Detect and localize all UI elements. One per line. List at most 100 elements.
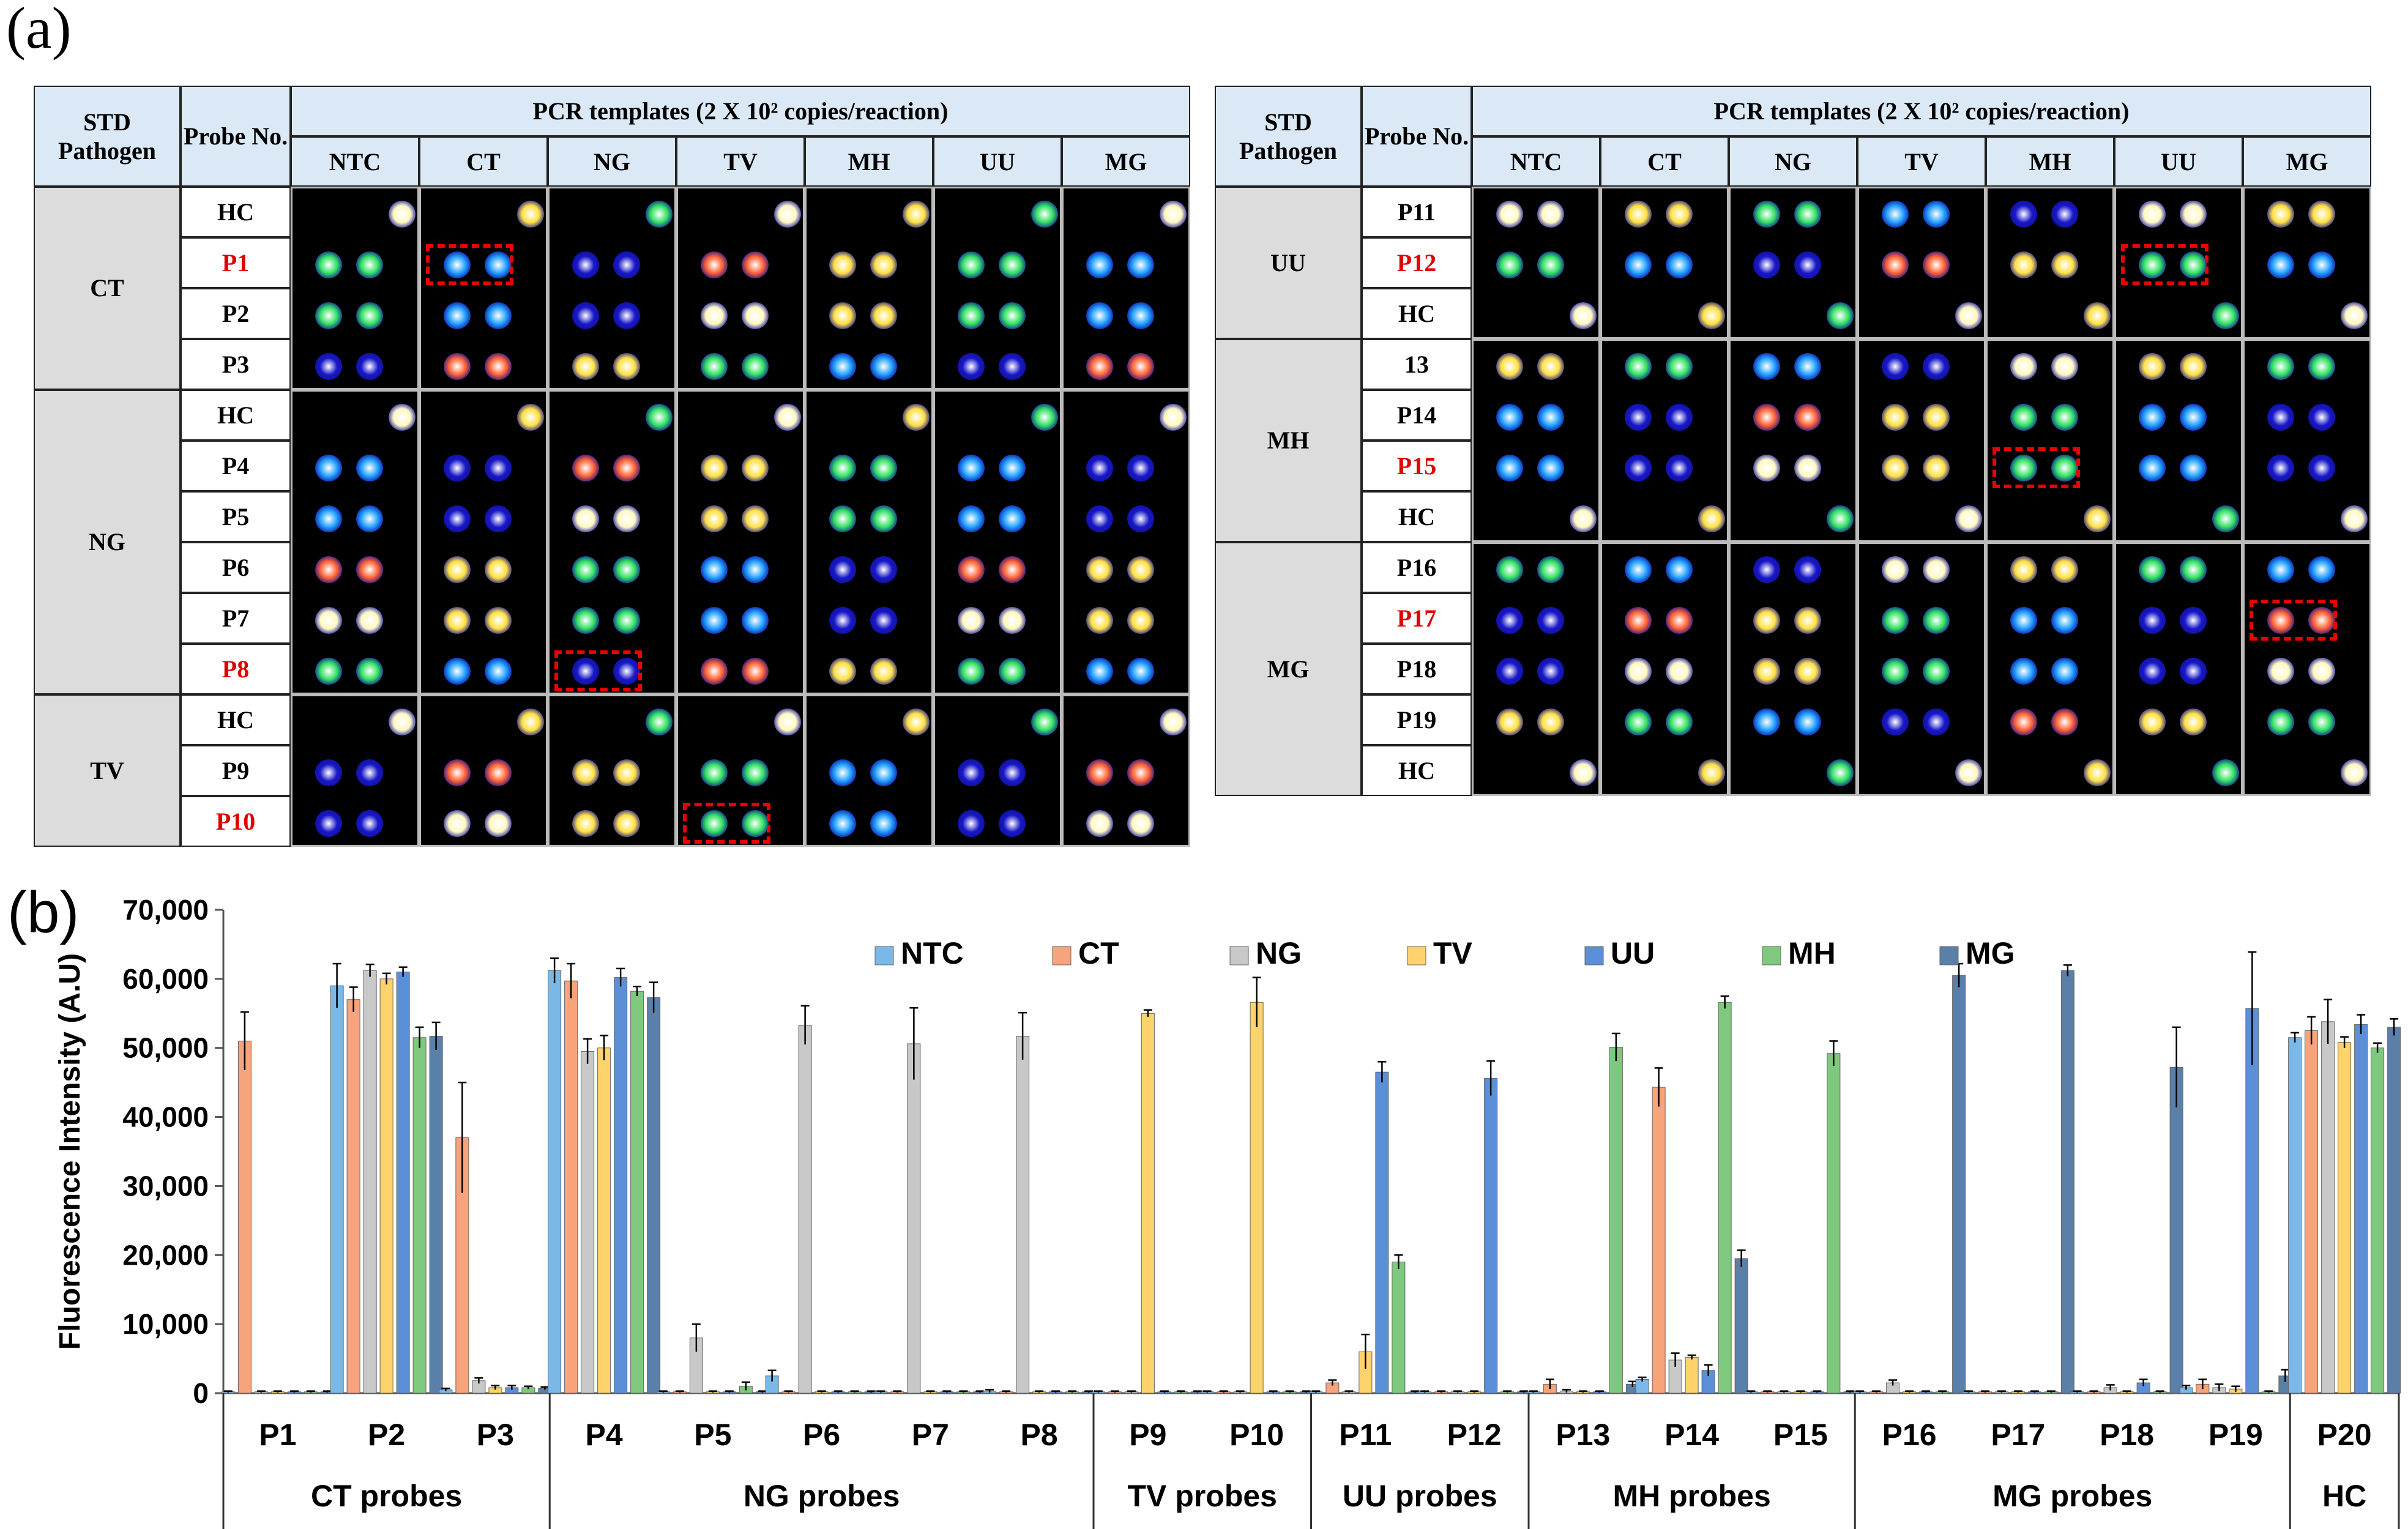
right-blot-tile	[2243, 339, 2371, 542]
y-axis-label: Fluorescence Intensity (A.U)	[54, 953, 86, 1350]
blot-spot	[315, 251, 342, 278]
blot-spot	[2267, 708, 2294, 735]
blot-spot	[572, 352, 599, 380]
blot-spot	[1753, 708, 1780, 735]
blot-spot	[1086, 505, 1113, 532]
blot-spot	[1496, 556, 1523, 583]
blot-spot	[829, 556, 856, 583]
blot-spot	[2010, 606, 2037, 634]
left-probe-p9: P9	[181, 745, 291, 796]
blot-spot	[2010, 251, 2037, 278]
left-column-ntc: NTC	[291, 136, 419, 187]
blot-spot	[2180, 352, 2207, 380]
group-label: UU probes	[1343, 1479, 1497, 1513]
blot-spot	[485, 556, 512, 583]
y-tick-label: 60,000	[122, 963, 209, 995]
highlight-box	[554, 650, 642, 691]
left-blot-tile	[676, 390, 805, 694]
blot-spot	[1537, 556, 1564, 583]
blot-spot	[1086, 606, 1113, 634]
blot-spot	[2308, 200, 2335, 228]
blot-spot	[1826, 505, 1854, 532]
blot-spot	[773, 403, 801, 431]
left-column-ng: NG	[548, 136, 676, 187]
blot-spot	[700, 505, 728, 532]
blot-spot	[2138, 454, 2166, 482]
blot-spot	[2308, 556, 2335, 583]
bar-mg-p17	[2060, 970, 2074, 1394]
blot-spot	[870, 606, 897, 634]
blot-spot	[1127, 251, 1154, 278]
bar-ng-p7	[907, 1043, 921, 1394]
right-column-mg: MG	[2243, 136, 2371, 187]
blot-spot	[2308, 606, 2335, 634]
blot-spot	[870, 759, 897, 786]
blot-spot	[516, 200, 544, 228]
blot-spot	[613, 759, 640, 786]
panel-a-label: (a)	[6, 0, 72, 61]
bar-chart: (b) 0 10,000 20,000 30,000 40,000 50,000 60,000…	[7, 880, 2401, 1529]
blot-spot	[1753, 352, 1780, 380]
left-column-tv: TV	[676, 136, 805, 187]
blot-spot	[315, 657, 342, 685]
blot-spot	[1086, 454, 1113, 482]
blot-spot	[1794, 352, 1821, 380]
blot-spot	[999, 657, 1026, 685]
right-column-ntc: NTC	[1472, 136, 1600, 187]
blot-spot	[742, 454, 769, 482]
blot-spot	[356, 759, 383, 786]
right-blot-tile	[2243, 542, 2371, 796]
blot-spot	[1537, 657, 1564, 685]
blot-spot	[870, 454, 897, 482]
y-tick-label: 0	[193, 1377, 209, 1409]
legend-label-tv: TV	[1433, 936, 1473, 970]
right-probe-p19: P19	[1362, 694, 1472, 745]
x-tick-label: P14	[1664, 1418, 1719, 1452]
blot-spot	[829, 657, 856, 685]
legend-label-ntc: NTC	[901, 936, 964, 970]
blot-spot	[443, 809, 471, 837]
bar-ct-p4	[564, 980, 578, 1394]
bar-mg-p2	[429, 1036, 443, 1394]
right-blot-tile	[1986, 542, 2114, 796]
left-blot-tile	[548, 187, 676, 390]
bar-uu-p19	[2245, 1008, 2259, 1394]
blot-spot	[1537, 403, 1564, 431]
blot-spot	[1624, 556, 1652, 583]
right-blot-tile	[1986, 187, 2114, 339]
legend-label-uu: UU	[1611, 936, 1655, 970]
x-tick-label: P11	[1339, 1418, 1392, 1452]
right-blot-tile	[1857, 339, 1986, 542]
blot-spot	[2010, 352, 2037, 380]
bar-mg-p16	[1952, 975, 1966, 1394]
highlight-box	[426, 244, 513, 285]
right-pathogen-mg: MG	[1215, 542, 1362, 796]
bar-ng-p20	[2321, 1021, 2335, 1394]
blot-spot	[870, 556, 897, 583]
right-blot-tile	[1729, 339, 1857, 542]
left-blot-tile	[419, 390, 548, 694]
blot-spot	[645, 200, 673, 228]
blot-spot	[1537, 454, 1564, 482]
bar-mg-p14	[1734, 1258, 1748, 1394]
left-blot-tile	[676, 187, 805, 390]
right-blot-tile	[1600, 187, 1729, 339]
blot-spot	[773, 200, 801, 228]
bar-ct-p1	[237, 1040, 252, 1394]
blot-spot	[1698, 759, 1725, 786]
x-tick-label: P3	[477, 1418, 514, 1452]
blot-spot	[572, 809, 599, 837]
blot-spot	[742, 809, 769, 837]
blot-spot	[2010, 403, 2037, 431]
right-header-probe: Probe No.	[1362, 86, 1472, 187]
blot-spot	[516, 708, 544, 735]
right-blot-tile	[1986, 339, 2114, 542]
blot-spot	[1624, 251, 1652, 278]
x-tick-label: P10	[1229, 1418, 1284, 1452]
right-blot-tile	[1472, 339, 1600, 542]
blot-spot	[1955, 759, 1982, 786]
x-tick-label: P9	[1129, 1418, 1166, 1452]
blot-spot	[443, 454, 471, 482]
bar-uu-p11	[1375, 1071, 1389, 1394]
blot-spot	[1881, 657, 1909, 685]
